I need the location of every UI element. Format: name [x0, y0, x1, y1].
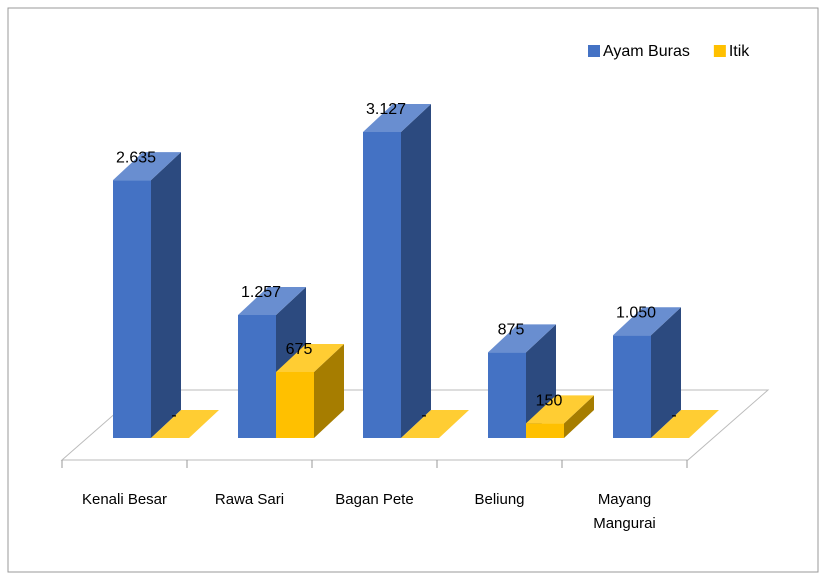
bar-top — [238, 286, 306, 315]
data-label: 875 — [498, 322, 525, 339]
x-tick-label: Beliung — [474, 491, 525, 508]
data-label: - — [671, 407, 676, 424]
bar-top — [363, 104, 431, 132]
bar-top — [651, 410, 719, 438]
bar — [488, 352, 526, 438]
bar-side — [651, 307, 681, 438]
bar — [238, 314, 276, 438]
data-label: 1.050 — [616, 304, 656, 321]
bar-top — [613, 307, 681, 336]
bar-top — [526, 395, 594, 424]
x-tick-label: Bagan Pete — [335, 491, 414, 508]
data-label: 3.127 — [366, 101, 406, 118]
legend-label: Itik — [729, 43, 750, 60]
x-tick-label: Rawa Sari — [214, 491, 285, 508]
legend-label: Ayam Buras — [603, 43, 690, 60]
bar-side — [564, 395, 594, 438]
bar — [613, 335, 651, 438]
bar — [276, 371, 314, 438]
bar-top — [151, 410, 219, 438]
data-label: 2.635 — [116, 149, 156, 166]
bar-top — [276, 343, 344, 372]
data-label: - — [421, 407, 426, 424]
bar-side — [151, 152, 181, 439]
bar — [526, 423, 564, 438]
data-label: 150 — [536, 393, 563, 410]
bar-top — [113, 152, 181, 181]
bar-top — [401, 410, 469, 438]
bar-side — [314, 343, 344, 438]
bar-top — [488, 324, 556, 353]
x-tick-label: Mayang Mangurai — [593, 491, 656, 532]
data-label: 675 — [286, 341, 313, 358]
legend-swatch — [713, 45, 726, 57]
legend-swatch — [588, 45, 600, 57]
data-label: 1.257 — [241, 284, 281, 301]
bar-side — [401, 104, 431, 438]
data-label: - — [171, 407, 176, 424]
bar — [113, 180, 151, 439]
x-tick-label: Kenali Besar — [81, 491, 168, 508]
bar — [363, 132, 401, 438]
